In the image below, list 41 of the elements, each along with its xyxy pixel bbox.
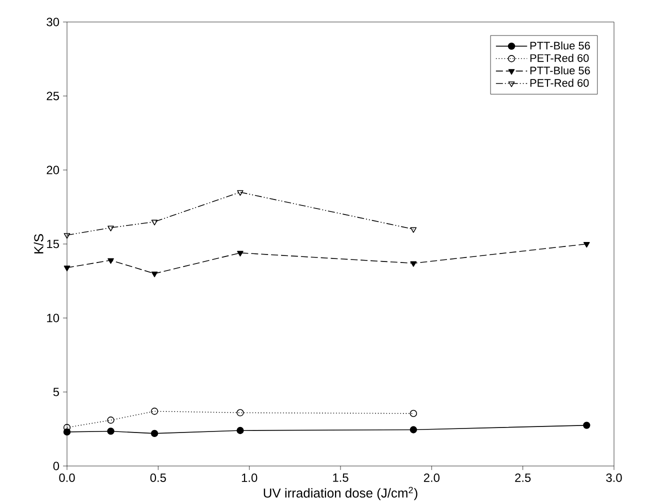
point [150,430,158,437]
point [64,232,70,238]
point [237,190,244,196]
y-tick-label: 5 [53,388,59,396]
legend-label: PTT-Blue 56 [530,66,590,74]
point [107,427,114,435]
point [63,424,71,431]
legend-label: PET-Red 60 [530,54,589,62]
x-axis-title: UV irradiation dose (J/cm$^{2}$) [264,486,418,500]
x-tick-label: 3.0 [606,473,622,482]
point [410,226,417,233]
point [583,242,590,248]
x-tick-label: 0.0 [59,473,75,482]
y-tick-label: 30 [46,18,60,26]
point [151,271,158,277]
point [236,426,244,434]
legend-label: PET-Red 60 [530,78,589,87]
y-tick-label: 25 [46,92,59,100]
point [236,408,244,416]
point [237,250,244,256]
y-tick-label: 10 [47,314,60,322]
y-tick-label: 0 [53,462,60,470]
point [151,220,158,226]
y-tick-label: 15 [47,240,59,248]
point [583,421,590,429]
point [410,261,417,267]
x-tick-label: 2.5 [515,473,531,482]
point [108,258,114,264]
point [64,265,70,272]
point [410,410,418,417]
point [107,416,114,424]
legend-label: PTT-Blue 56 [530,41,590,50]
x-tick-label: 0.5 [150,473,166,482]
x-tick-label: 1.0 [242,473,258,482]
x-tick-label: 1.5 [333,473,348,482]
y-tick-label: 20 [46,166,60,174]
point [108,225,114,232]
y-axis-title: K/S [34,234,44,254]
point [150,407,158,415]
point [410,426,418,434]
x-tick-label: 2.0 [424,473,440,482]
